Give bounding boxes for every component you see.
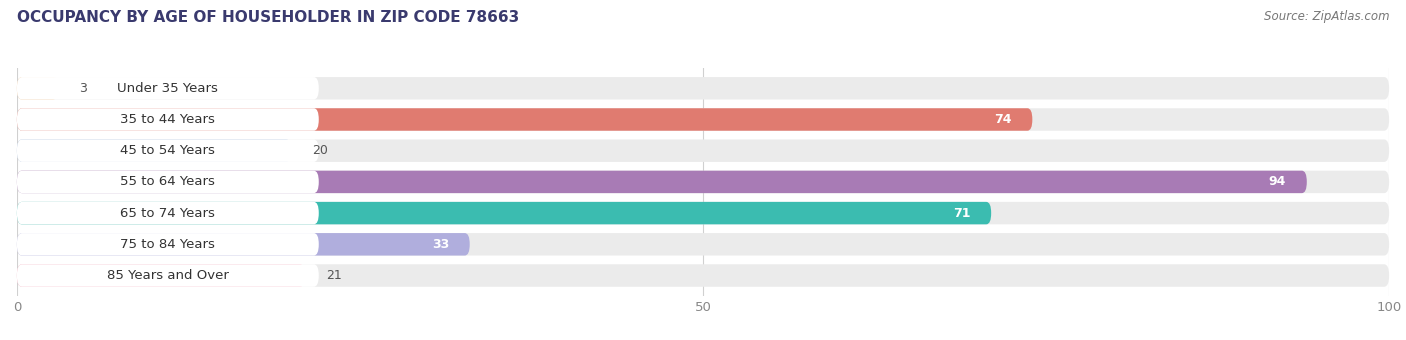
FancyBboxPatch shape: [17, 77, 1389, 100]
FancyBboxPatch shape: [17, 202, 991, 224]
Text: Source: ZipAtlas.com: Source: ZipAtlas.com: [1264, 10, 1389, 23]
Text: Under 35 Years: Under 35 Years: [117, 82, 218, 95]
Text: 71: 71: [953, 207, 970, 220]
FancyBboxPatch shape: [17, 139, 319, 162]
FancyBboxPatch shape: [17, 77, 58, 100]
Text: 20: 20: [312, 144, 328, 157]
Text: 65 to 74 Years: 65 to 74 Years: [121, 207, 215, 220]
FancyBboxPatch shape: [17, 77, 319, 100]
Text: 35 to 44 Years: 35 to 44 Years: [121, 113, 215, 126]
Text: 21: 21: [326, 269, 342, 282]
FancyBboxPatch shape: [17, 233, 470, 256]
FancyBboxPatch shape: [17, 264, 305, 287]
FancyBboxPatch shape: [17, 139, 291, 162]
FancyBboxPatch shape: [17, 108, 1032, 131]
FancyBboxPatch shape: [17, 264, 319, 287]
Text: OCCUPANCY BY AGE OF HOUSEHOLDER IN ZIP CODE 78663: OCCUPANCY BY AGE OF HOUSEHOLDER IN ZIP C…: [17, 10, 519, 25]
FancyBboxPatch shape: [17, 171, 1389, 193]
Text: 94: 94: [1268, 175, 1286, 188]
FancyBboxPatch shape: [17, 202, 1389, 224]
FancyBboxPatch shape: [17, 233, 1389, 256]
Text: 85 Years and Over: 85 Years and Over: [107, 269, 229, 282]
Text: 3: 3: [79, 82, 87, 95]
FancyBboxPatch shape: [17, 233, 319, 256]
FancyBboxPatch shape: [17, 264, 1389, 287]
Text: 55 to 64 Years: 55 to 64 Years: [121, 175, 215, 188]
FancyBboxPatch shape: [17, 108, 319, 131]
FancyBboxPatch shape: [17, 108, 1389, 131]
FancyBboxPatch shape: [17, 171, 1306, 193]
FancyBboxPatch shape: [17, 202, 319, 224]
Text: 74: 74: [994, 113, 1012, 126]
FancyBboxPatch shape: [17, 139, 1389, 162]
Text: 33: 33: [432, 238, 449, 251]
Text: 45 to 54 Years: 45 to 54 Years: [121, 144, 215, 157]
FancyBboxPatch shape: [17, 171, 319, 193]
Text: 75 to 84 Years: 75 to 84 Years: [121, 238, 215, 251]
